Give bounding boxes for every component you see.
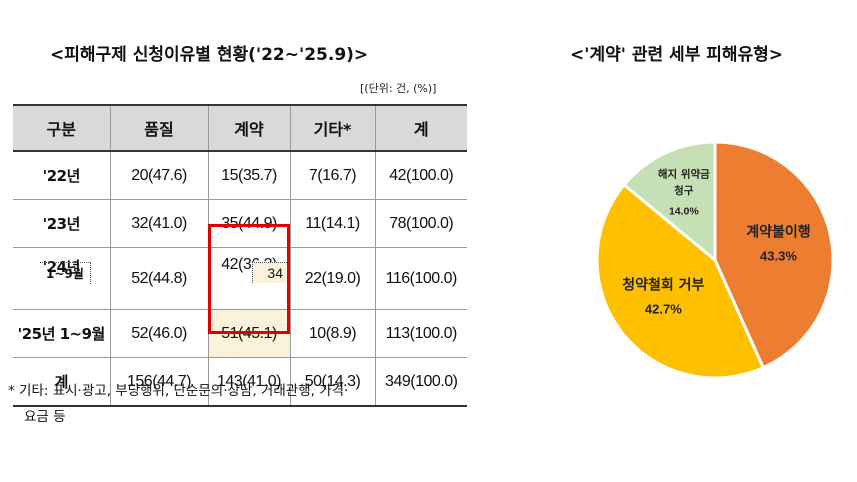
cell-total: 78(100.0) — [375, 199, 467, 248]
header-category: 구분 — [13, 104, 111, 152]
sub-period-label: 1~9월 — [40, 262, 91, 284]
header-quality: 품질 — [110, 104, 209, 152]
unit-label: [(단위: 건, (%)] — [360, 82, 437, 95]
slice-value-label: 42.7% — [645, 301, 682, 316]
table-header-row: 구분 품질 계약 기타* 계 — [13, 104, 467, 152]
cell-total: 116(100.0) — [375, 247, 467, 310]
table-row: 계 156(44.7) 143(41.0) 50(14.3) 349(100.0… — [13, 357, 467, 407]
header-contract: 계약 — [208, 104, 291, 152]
table-row: '22년 20(47.6) 15(35.7) 7(16.7) 42(100.0) — [13, 151, 467, 200]
slice-value-label: 43.3% — [760, 248, 797, 263]
cell-etc: 7(16.7) — [290, 151, 376, 200]
cell-quality: 20(47.6) — [110, 151, 209, 200]
cell-total: 349(100.0) — [375, 357, 467, 407]
footnote-line-2: 요금 등 — [24, 409, 66, 425]
cell-etc: 11(14.1) — [290, 199, 376, 248]
row-label: '25년 1~9월 — [13, 309, 111, 358]
cell-quality: 52(46.0) — [110, 309, 209, 358]
cell-contract: 35(44.9) — [208, 199, 291, 248]
cell-etc: 50(14.3) — [290, 357, 376, 407]
header-etc: 기타* — [290, 104, 376, 152]
slice-label: 청약철회 거부 — [622, 276, 704, 293]
pie-slice — [621, 140, 717, 264]
slice-label: 청구 — [674, 184, 694, 197]
footnote: * 기타: 표시·광고, 부당행위, 단순문의·상담, 거래관행, 가격· 요금… — [8, 378, 348, 430]
slice-label: 해지 위약금 — [658, 167, 710, 180]
cell-total: 113(100.0) — [375, 309, 467, 358]
row-label: 계 — [13, 357, 111, 407]
cell-etc: 10(8.9) — [290, 309, 376, 358]
contract-highlight-box — [208, 224, 290, 334]
cell-quality: 52(44.8) — [110, 247, 209, 310]
pie-slice — [595, 182, 766, 380]
cell-etc: 22(19.0) — [290, 247, 376, 310]
table-title: <피해구제 신청이유별 현황('22~'25.9)> — [50, 45, 369, 65]
header-total: 계 — [375, 104, 467, 152]
cell-total: 42(100.0) — [375, 151, 467, 200]
cell-quality: 32(41.0) — [110, 199, 209, 248]
reason-table: 구분 품질 계약 기타* 계 '22년 20(47.6) 15(35.7) 7(… — [13, 104, 467, 407]
pie-title: <'계약' 관련 세부 피해유형> — [570, 45, 784, 65]
table-row: '23년 32(41.0) 35(44.9) 11(14.1) 78(100.0… — [13, 199, 467, 248]
slice-label: 계약불이행 — [746, 223, 810, 240]
pie-slice — [713, 140, 835, 370]
row-label: '23년 — [13, 199, 111, 248]
slice-value-label: 14.0% — [669, 205, 699, 217]
cell-quality: 156(44.7) — [110, 357, 209, 407]
cell-contract: 15(35.7) — [208, 151, 291, 200]
sub-period-value: 34 — [252, 262, 289, 283]
footnote-line-1: * 기타: 표시·광고, 부당행위, 단순문의·상담, 거래관행, 가격· — [8, 383, 349, 399]
row-label: '22년 — [13, 151, 111, 200]
cell-contract: 143(41.0) — [208, 357, 291, 407]
